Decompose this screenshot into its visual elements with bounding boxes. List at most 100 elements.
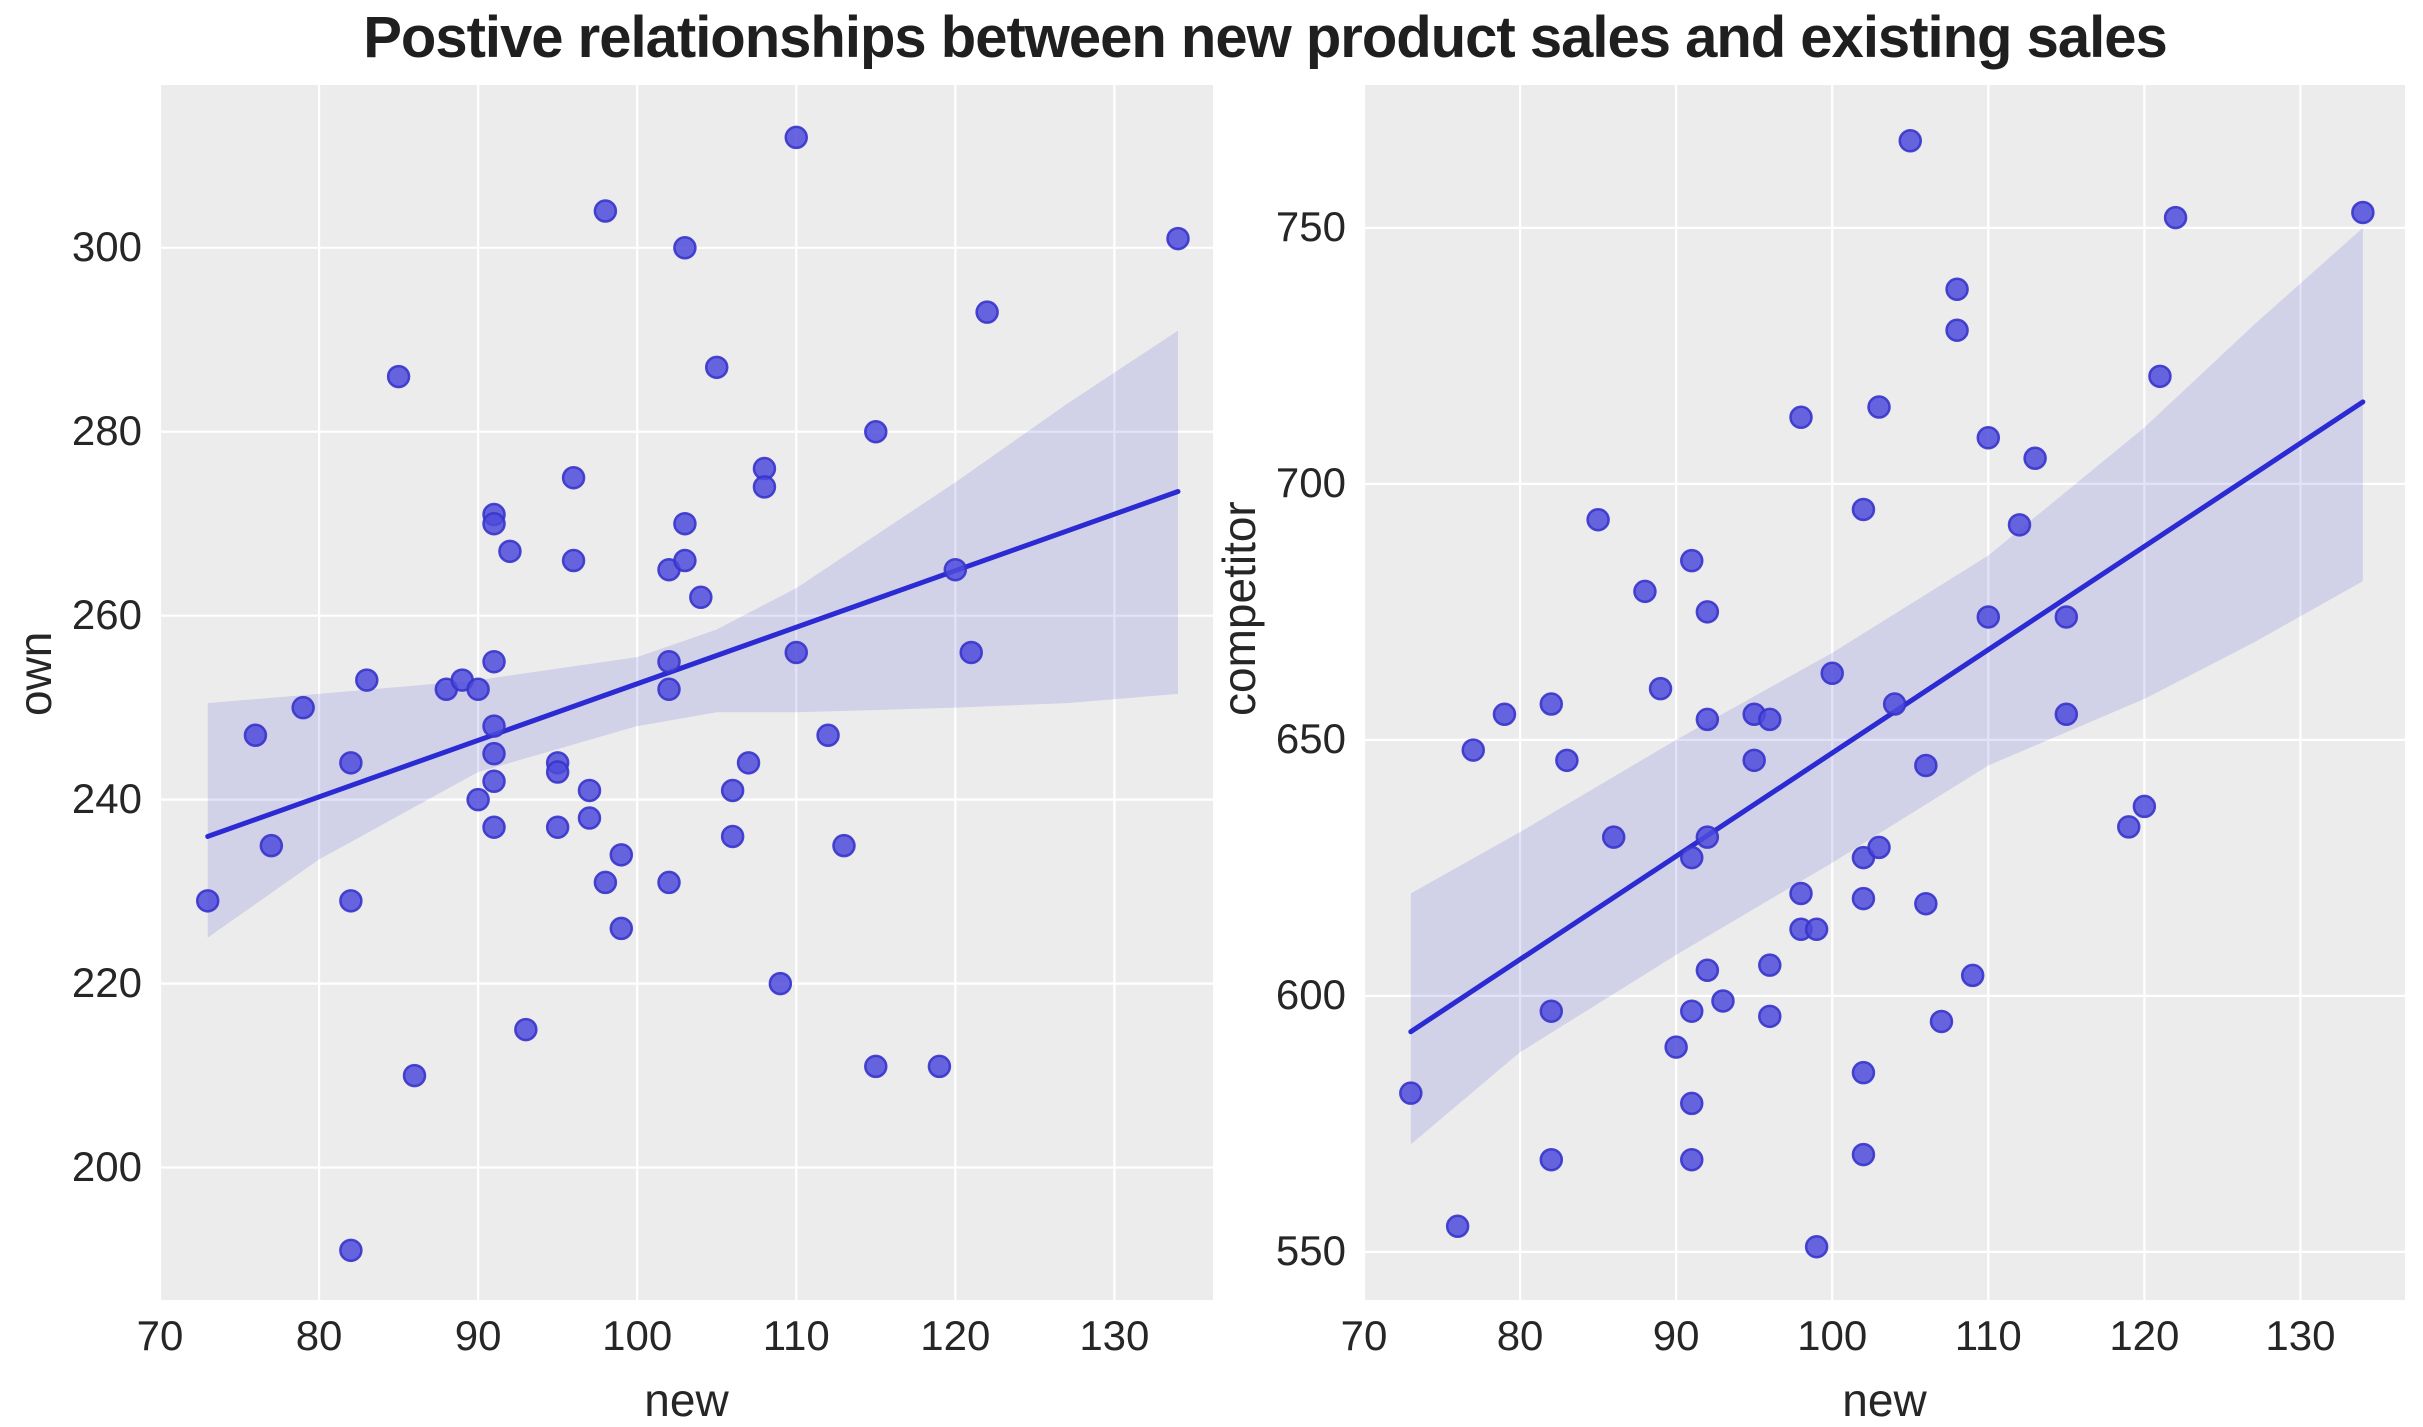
y-tick-label: 240 [71,774,142,822]
scatter-point [864,419,888,444]
x-tick-label: 110 [762,1312,830,1359]
x-tick-label: 100 [602,1312,673,1359]
scatter-point [1601,825,1626,849]
scatter-point [1492,702,1517,727]
scatter-point [673,236,697,260]
scatter-point [514,1017,538,1042]
x-tick-label: 70 [136,1312,184,1359]
scatter-point [720,778,745,803]
x-tick-label: 90 [454,1312,502,1359]
right-plot-axes: new competitor 70 80 90 100 110 120 130 550 600 6… [1213,85,2405,1426]
scatter-point [1445,1214,1470,1239]
scatter-point [1399,1081,1423,1105]
y-tick-label: 650 [1275,714,1346,762]
scatter-point [657,649,681,674]
scatter-point [2054,702,2079,727]
scatter-point [609,843,634,867]
scatter-point [784,640,809,665]
confidence-band [1410,227,2363,1145]
scatter-point [1851,1142,1876,1167]
left-plot-canvas [160,85,1213,1300]
scatter-point [482,649,506,674]
scatter-point [339,1238,363,1263]
scatter-point [1461,738,1486,762]
scatter-point [259,833,284,858]
scatter-point [704,355,729,380]
scatter-point [2117,815,2141,839]
scatter-point [2351,200,2375,225]
scatter-point [1804,917,1829,942]
y-tick-label: 700 [1275,458,1346,506]
scatter-point [864,1054,888,1079]
scatter-point [927,1054,952,1079]
scatter-point [1680,548,1704,573]
scatter-point [1648,676,1673,701]
scatter-point [243,723,268,748]
x-tick-label: 130 [1079,1312,1150,1359]
scatter-point [768,971,793,996]
figure-title: Postive relationships between new produc… [363,5,2167,70]
scatter-point [466,787,490,812]
regression-line [1408,399,2366,1035]
scatter-point [561,548,586,573]
y-tick-label: 750 [1275,202,1346,250]
scatter-point [1695,600,1720,624]
scatter-point [1914,891,1938,916]
scatter-point [832,833,856,858]
scatter-point [816,723,840,748]
scatter-point [339,889,363,913]
scatter-point [1758,707,1782,732]
scatter-point [1539,1147,1564,1172]
scatter-point [1680,1147,1704,1172]
plot-background [1364,85,2405,1300]
scatter-point [736,751,761,775]
right-plot-canvas [1364,85,2405,1300]
scatter-point [545,760,570,784]
scatter-point [2132,794,2157,819]
scatter-point [975,300,999,324]
y-tick-label: 600 [1275,970,1346,1018]
scatter-point [1976,605,2001,629]
scatter-point [1680,1091,1704,1116]
scatter-point [1851,497,1876,522]
scatter-point [1851,886,1876,911]
y-tick-label: 220 [71,958,142,1006]
scatter-point [943,557,968,582]
confidence-band [207,330,1179,938]
scatter-point [1789,881,1813,906]
scatter-point [482,511,506,536]
scatter-point [593,199,618,223]
scatter-point [1914,753,1938,778]
scatter-point [1882,692,1907,716]
scatter-point [1664,1035,1688,1059]
scatter-point [2007,513,2032,537]
x-tick-label: 110 [1954,1312,2022,1359]
x-tick-label: 90 [1652,1312,1700,1359]
scatter-point [1539,999,1564,1023]
scatter-point [657,677,681,702]
plot-background [160,85,1213,1300]
scatter-point [720,824,745,849]
left-plot-xaxis-label: new [644,1374,729,1426]
scatter-point [1898,129,1923,153]
x-tick-label: 100 [1797,1312,1868,1359]
scatter-point [1851,1060,1876,1085]
left-plot-axes: new own 70 80 90 100 110 120 130 200 220 240 260 28… [9,85,1213,1426]
scatter-point [1820,661,1844,686]
scatter-point [1945,277,1969,302]
left-plot-yaxis-label: own [9,631,61,716]
scatter-point [1742,748,1766,773]
scatter-point [1680,999,1704,1023]
scatter-point [2163,205,2188,230]
scatter-point [1789,405,1813,430]
scatter-point [1976,426,2001,450]
scatter-point [959,640,983,665]
right-plot-yaxis-label: competitor [1213,500,1265,716]
scatter-point [1166,226,1190,251]
scatter-point [577,806,602,830]
scatter-point [1867,835,1891,860]
y-tick-label: 200 [71,1142,142,1190]
scatter-point [466,677,490,702]
scatter-point [482,815,506,839]
scatter-point [498,539,522,564]
